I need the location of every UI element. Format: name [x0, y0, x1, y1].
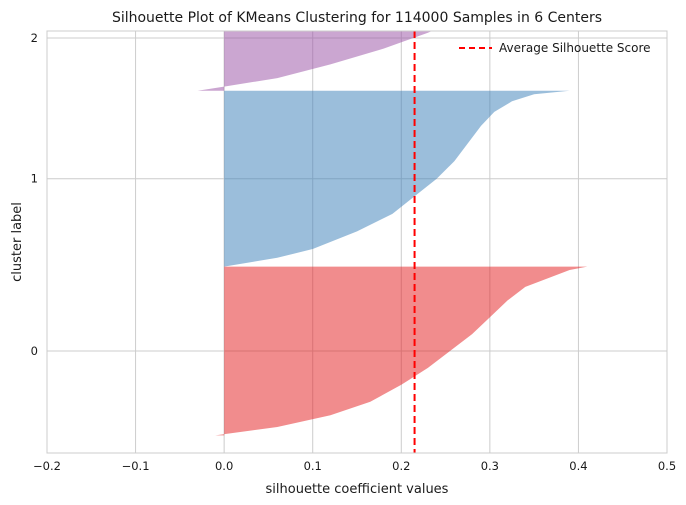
y-tick-label: 2 — [31, 31, 38, 45]
x-tick-label: 0.4 — [569, 459, 587, 473]
silhouette-cluster-0 — [215, 266, 588, 436]
x-tick-label: 0.0 — [215, 459, 233, 473]
x-tick-label: 0.1 — [304, 459, 322, 473]
x-axis-label: silhouette coefficient values — [266, 482, 449, 497]
x-tick-label: 0.2 — [392, 459, 410, 473]
x-tick-label: 0.3 — [481, 459, 499, 473]
x-tick-label: −0.2 — [33, 459, 61, 473]
y-tick-label: 0 — [31, 344, 38, 358]
y-axis-label: cluster label — [10, 202, 25, 282]
chart-title: Silhouette Plot of KMeans Clustering for… — [112, 10, 602, 26]
x-tick-labels: −0.2 −0.1 0.0 0.1 0.2 0.3 0.4 0.5 — [33, 459, 676, 473]
x-tick-label: −0.1 — [122, 459, 150, 473]
legend: Average Silhouette Score — [459, 41, 651, 55]
legend-average-label: Average Silhouette Score — [499, 41, 651, 55]
silhouette-cluster-1 — [224, 90, 570, 267]
silhouette-fills — [197, 31, 588, 436]
silhouette-cluster-2 — [197, 31, 432, 91]
x-tick-label: 0.5 — [658, 459, 676, 473]
plot-frame — [46, 30, 668, 454]
y-tick-labels: 012345 — [31, 31, 38, 358]
y-tick-label: 1 — [31, 172, 38, 186]
